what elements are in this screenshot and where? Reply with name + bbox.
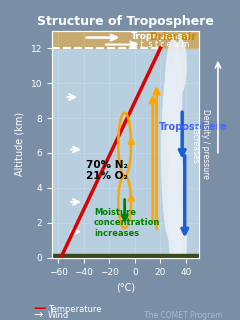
Text: Temperature: Temperature xyxy=(48,305,102,314)
Text: The COMET Program: The COMET Program xyxy=(144,311,222,320)
Ellipse shape xyxy=(162,66,180,240)
Text: Wind: Wind xyxy=(48,311,69,320)
Y-axis label: Density / pressure
decreases: Density / pressure decreases xyxy=(191,109,210,179)
Bar xyxy=(52,22,199,48)
Y-axis label: Altitude (km): Altitude (km) xyxy=(15,112,25,176)
Ellipse shape xyxy=(173,205,186,276)
Text: J e t  s t r e a m: J e t s t r e a m xyxy=(128,40,190,49)
Text: →: → xyxy=(34,310,43,320)
Text: Drier air: Drier air xyxy=(150,32,196,42)
Text: 70% N₂
21% O₂: 70% N₂ 21% O₂ xyxy=(86,160,128,181)
Ellipse shape xyxy=(165,39,181,162)
Bar xyxy=(52,254,199,263)
Ellipse shape xyxy=(176,39,186,92)
Text: —: — xyxy=(34,302,46,315)
Text: Moisture
concentration
increases: Moisture concentration increases xyxy=(94,208,160,238)
Text: Tropopause: Tropopause xyxy=(131,32,190,41)
Text: Troposphere: Troposphere xyxy=(159,122,228,132)
Ellipse shape xyxy=(168,135,183,276)
X-axis label: (°C): (°C) xyxy=(116,282,135,292)
Title: Structure of Troposphere: Structure of Troposphere xyxy=(37,15,214,28)
